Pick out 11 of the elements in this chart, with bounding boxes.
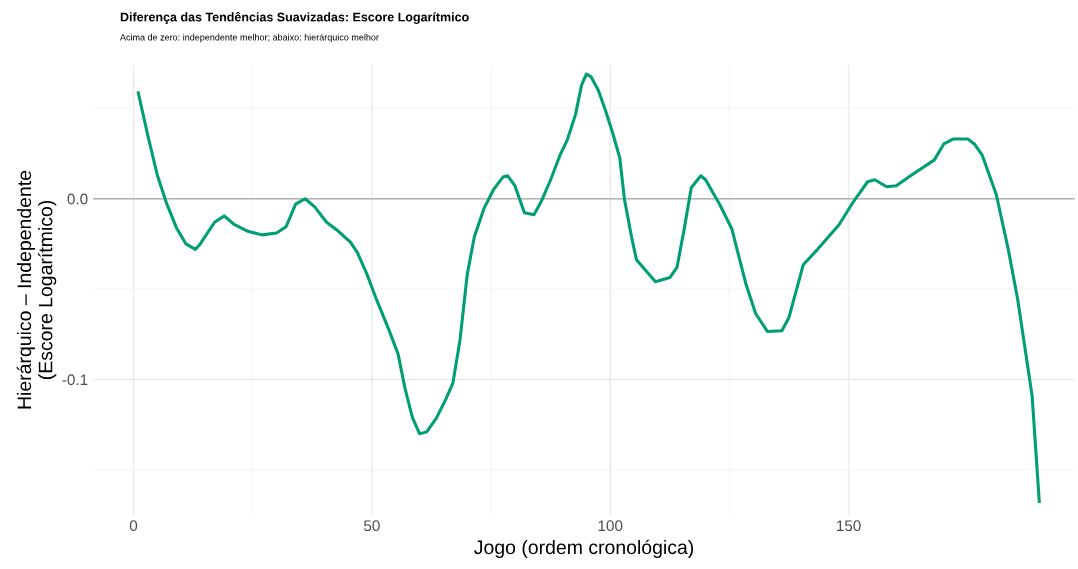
x-tick-label: 50 bbox=[363, 520, 380, 532]
y-axis-title: Hierárquico – Independente (Escore Logarítmico) bbox=[16, 170, 57, 409]
x-tick-label: 150 bbox=[836, 520, 861, 532]
y-tick-label: -0.1 bbox=[62, 374, 88, 386]
y-tick-label: 0.0 bbox=[67, 193, 88, 205]
x-tick-label: 0 bbox=[129, 520, 138, 532]
chart-subtitle: Acima de zero: independente melhor; abaixo: hierárquico melhor bbox=[120, 33, 379, 43]
line-series bbox=[136, 72, 1041, 503]
x-tick-label: 100 bbox=[598, 520, 623, 532]
x-axis-title: Jogo (ordem cronológica) bbox=[474, 539, 694, 559]
chart-title: Diferença das Tendências Suavizadas: Escore Logarítmico bbox=[120, 12, 469, 24]
